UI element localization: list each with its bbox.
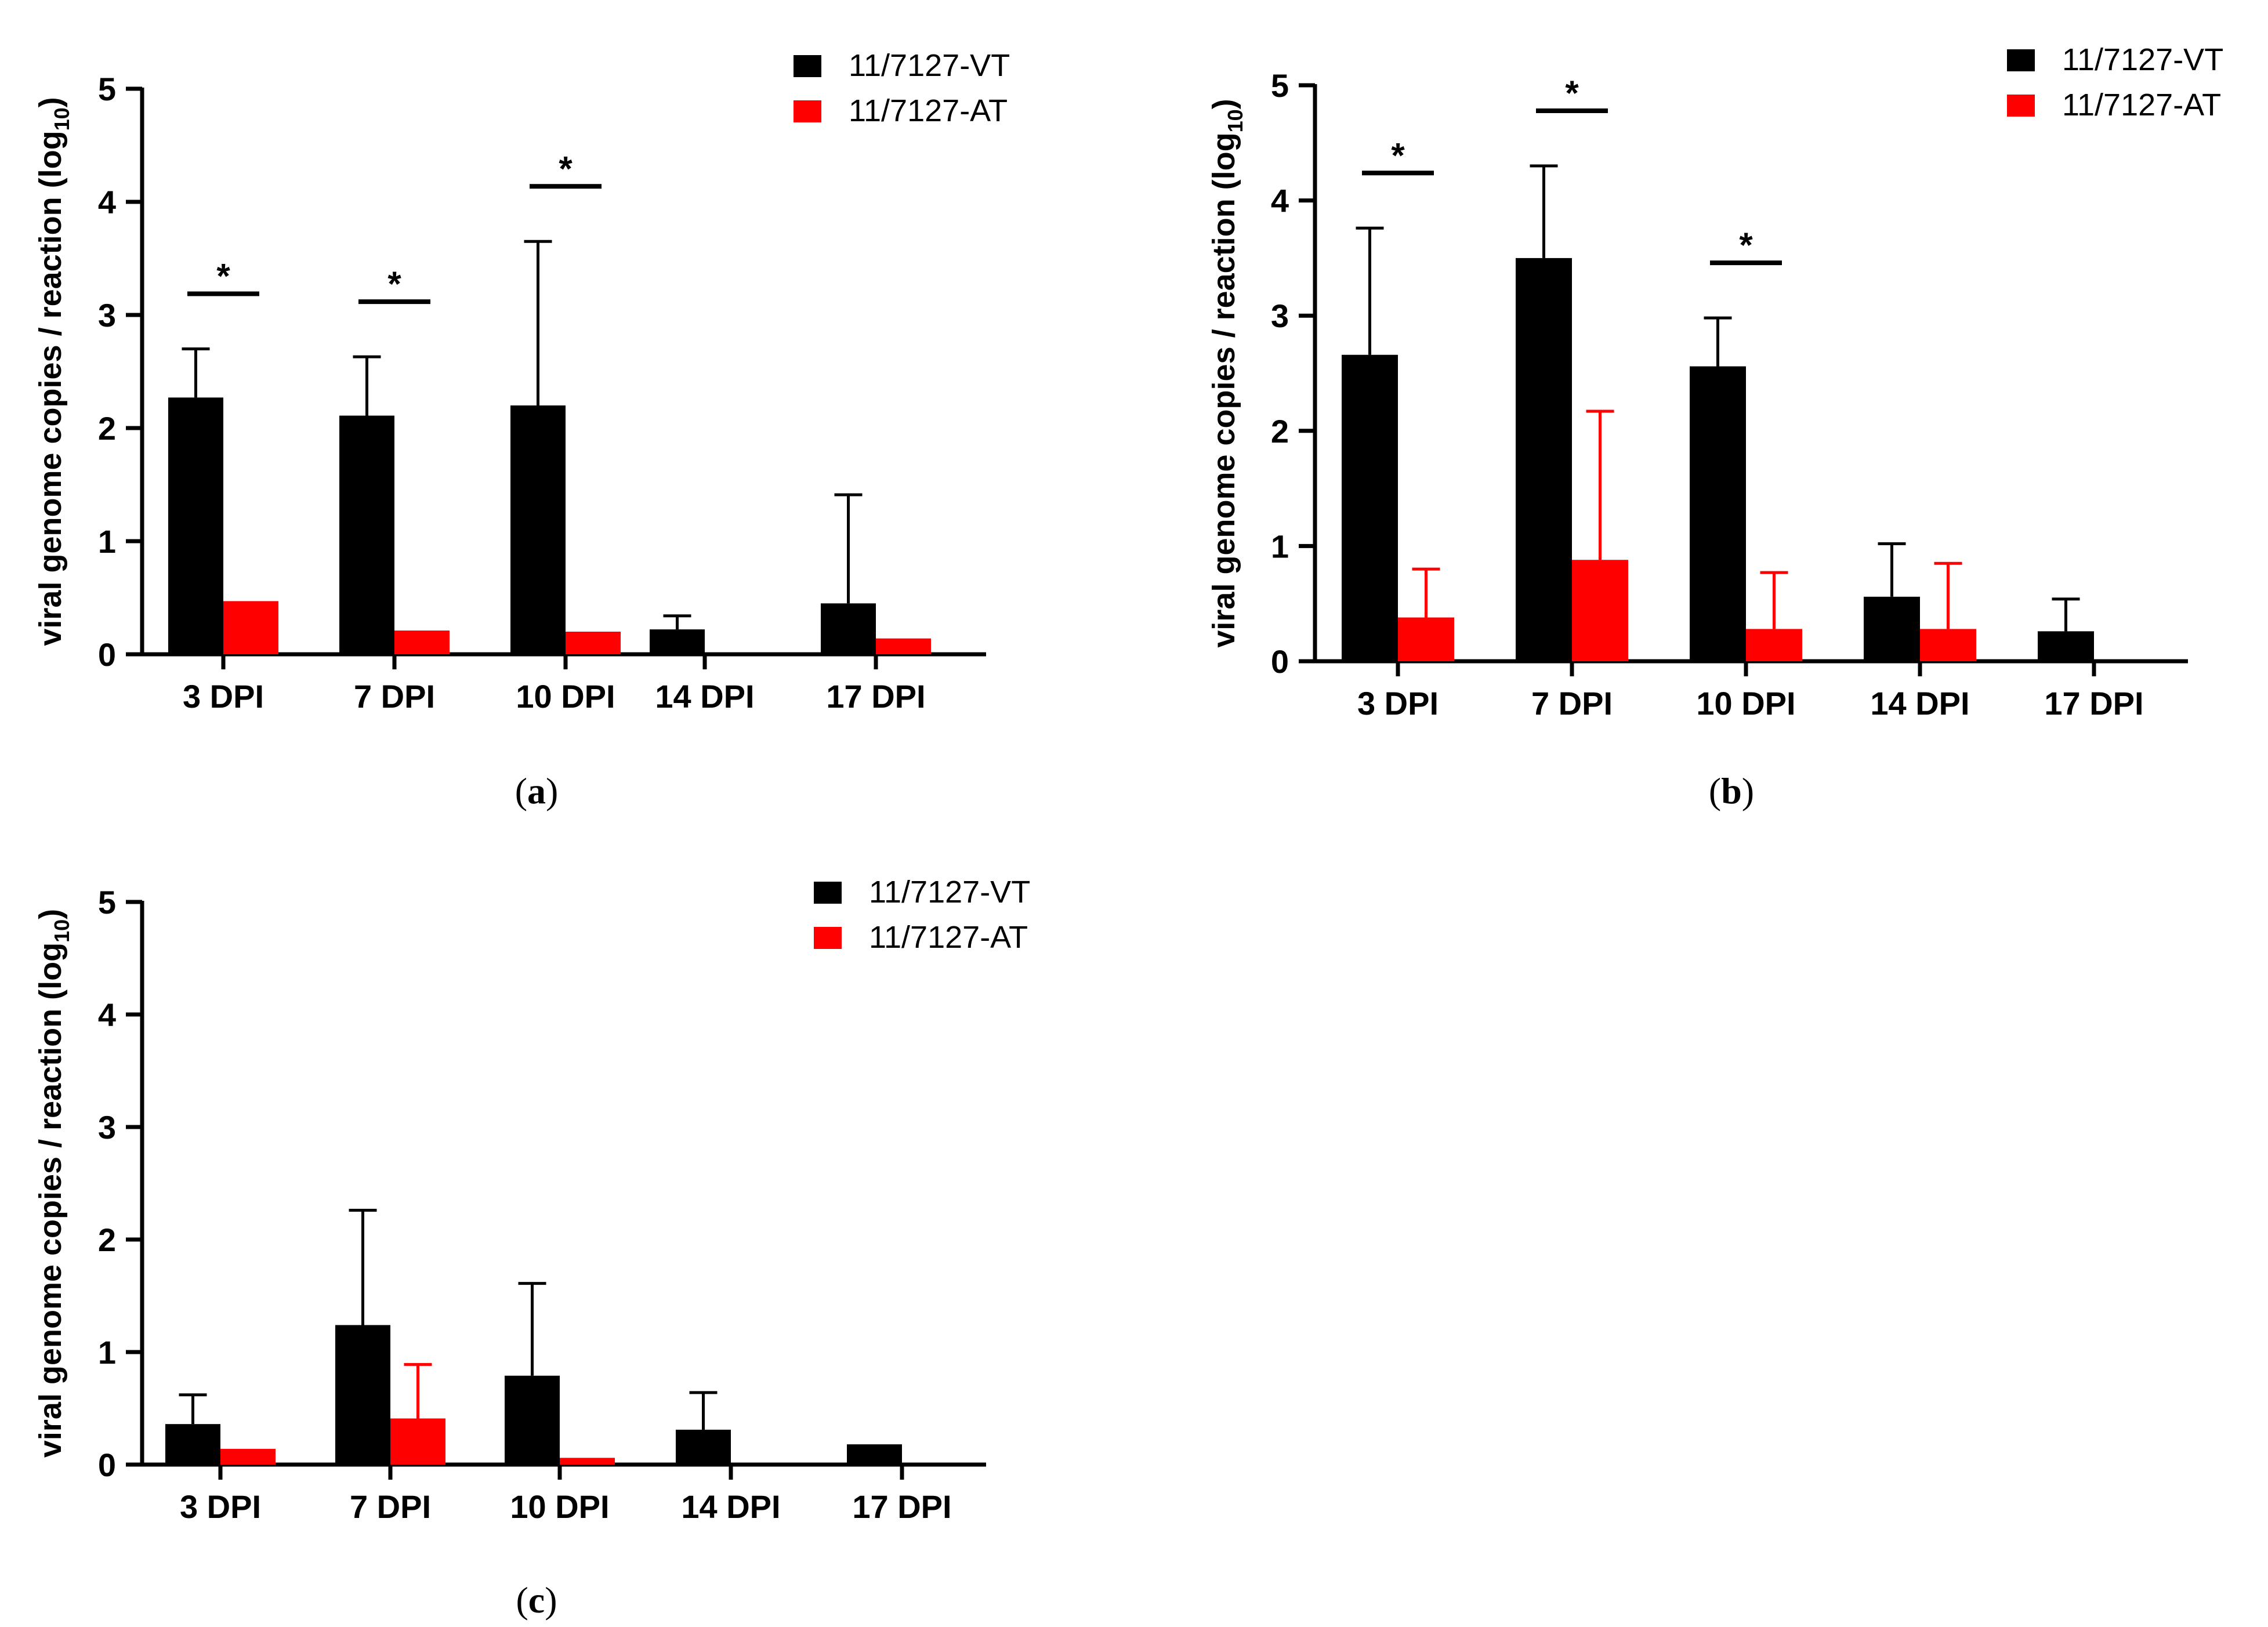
- bar-vt: [1342, 354, 1398, 661]
- bar-at: [390, 1418, 445, 1465]
- bar-vt: [505, 1375, 560, 1465]
- bar-at: [223, 601, 278, 654]
- chart-panel-c: 0 1 2 3 4 5 viral genome copies / reaction (lo…: [33, 875, 1030, 1621]
- significance-star: *: [1391, 136, 1405, 175]
- y-tick-label: 5: [98, 884, 116, 921]
- y-tick-label: 0: [98, 1447, 116, 1483]
- legend-label-vt: 11/7127-VT: [849, 48, 1010, 83]
- y-tick-label: 3: [98, 1109, 116, 1146]
- y-tick-label: 4: [98, 184, 116, 220]
- bar-at: [560, 1458, 615, 1465]
- legend-swatch-vt: [794, 55, 821, 77]
- bar-vt: [1516, 258, 1572, 661]
- y-axis-label: viral genome copies / reaction (log10): [33, 97, 74, 646]
- x-tick-label: 17 DPI: [826, 678, 925, 715]
- bar-at: [220, 1448, 276, 1465]
- legend-label-at: 11/7127-AT: [849, 93, 1008, 128]
- bar-at: [1920, 629, 1976, 661]
- bar-vt: [1864, 596, 1920, 661]
- x-tick-label: 14 DPI: [1870, 685, 1969, 722]
- bar-vt: [821, 603, 876, 654]
- x-tick-label: 3 DPI: [183, 678, 264, 715]
- legend-swatch-vt: [814, 882, 842, 904]
- legend-label-vt: 11/7127-VT: [869, 875, 1030, 909]
- bar-vt: [676, 1429, 731, 1465]
- bar-at: [1746, 629, 1802, 661]
- y-tick-label: 2: [98, 410, 116, 447]
- bar-vt: [339, 415, 394, 654]
- y-tick-label: 4: [1271, 183, 1289, 219]
- significance-star: *: [1739, 226, 1753, 264]
- x-tick-label: 3 DPI: [1357, 685, 1439, 722]
- bar-vt: [650, 629, 705, 654]
- legend-swatch-at: [2007, 95, 2035, 117]
- bar-vt: [2038, 631, 2094, 661]
- bar-at: [566, 632, 621, 654]
- x-tick-label: 10 DPI: [1696, 685, 1795, 722]
- y-tick-label: 3: [98, 297, 116, 334]
- bar-vt: [510, 405, 566, 654]
- x-tick-label: 10 DPI: [510, 1488, 609, 1525]
- bar-vt: [168, 397, 223, 654]
- x-tick-label: 10 DPI: [516, 678, 615, 715]
- panel-label: (a): [515, 770, 559, 811]
- y-tick-label: 2: [1271, 413, 1289, 450]
- y-tick-label: 0: [98, 636, 116, 673]
- y-axis-label: viral genome copies / reaction (log10): [33, 909, 74, 1458]
- legend-label-at: 11/7127-AT: [869, 920, 1028, 955]
- x-tick-label: 3 DPI: [180, 1488, 261, 1525]
- bar-at: [1398, 617, 1454, 661]
- x-tick-label: 17 DPI: [852, 1488, 951, 1525]
- y-tick-label: 0: [1271, 643, 1289, 680]
- chart-panel-b: 0 1 2 3 4 5 viral genome copies / reaction (lo…: [1207, 42, 2223, 811]
- x-tick-label: 14 DPI: [681, 1488, 780, 1525]
- bar-vt: [335, 1325, 390, 1465]
- legend-swatch-vt: [2007, 49, 2035, 71]
- y-axis-label: viral genome copies / reaction (log10): [1207, 99, 1247, 647]
- bar-vt: [165, 1424, 220, 1465]
- y-tick-label: 1: [98, 1334, 116, 1371]
- significance-star: *: [216, 257, 230, 296]
- y-tick-label: 4: [98, 997, 116, 1033]
- x-tick-label: 7 DPI: [350, 1488, 431, 1525]
- panel-label: (c): [516, 1579, 557, 1621]
- legend-swatch-at: [814, 927, 842, 949]
- bar-vt: [1690, 366, 1746, 661]
- x-tick-label: 7 DPI: [1531, 685, 1613, 722]
- chart-panel-a: 0 1 2 3 4 5 viral genome copies / reaction (lo…: [33, 48, 1010, 811]
- bar-at: [394, 630, 450, 654]
- y-tick-label: 3: [1271, 298, 1289, 334]
- y-tick-label: 1: [1271, 528, 1289, 564]
- significance-star: *: [559, 149, 573, 188]
- legend-label-vt: 11/7127-VT: [2062, 42, 2223, 77]
- bar-at: [876, 638, 931, 654]
- panel-label: (b): [1709, 770, 1754, 811]
- x-tick-label: 14 DPI: [655, 678, 754, 715]
- legend-swatch-at: [794, 100, 821, 122]
- y-tick-label: 2: [98, 1222, 116, 1258]
- y-tick-label: 5: [1271, 67, 1289, 104]
- x-tick-label: 7 DPI: [354, 678, 435, 715]
- y-tick-label: 5: [98, 71, 116, 107]
- bar-vt: [847, 1444, 902, 1465]
- legend-label-at: 11/7127-AT: [2062, 88, 2221, 122]
- significance-star: *: [387, 264, 401, 303]
- y-tick-label: 1: [98, 523, 116, 560]
- significance-star: *: [1565, 74, 1579, 113]
- x-tick-label: 17 DPI: [2044, 685, 2143, 722]
- bar-at: [1572, 560, 1628, 661]
